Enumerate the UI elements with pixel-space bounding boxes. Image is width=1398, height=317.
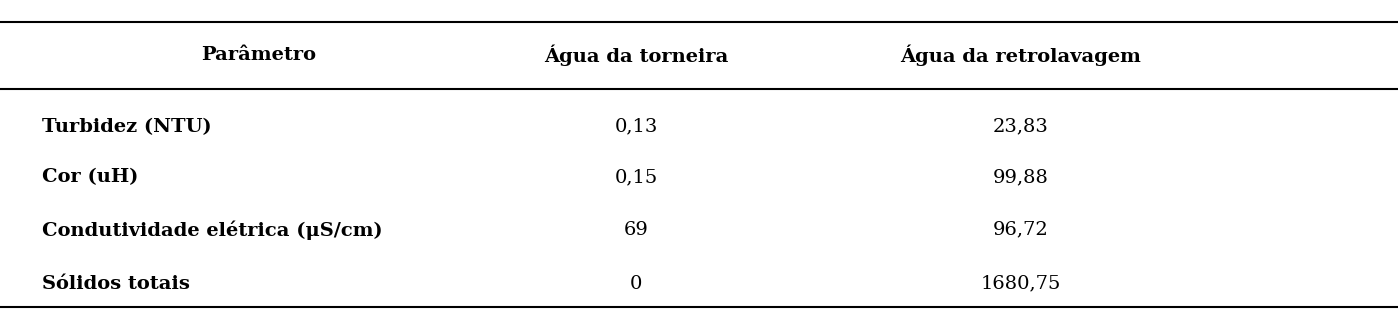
- Text: Cor (uH): Cor (uH): [42, 169, 138, 186]
- Text: Água da torneira: Água da torneira: [544, 45, 728, 66]
- Text: Turbidez (NTU): Turbidez (NTU): [42, 118, 211, 136]
- Text: 69: 69: [624, 221, 649, 239]
- Text: 23,83: 23,83: [993, 118, 1048, 136]
- Text: 0: 0: [630, 275, 642, 293]
- Text: Sólidos totais: Sólidos totais: [42, 275, 190, 293]
- Text: Água da retrolavagem: Água da retrolavagem: [900, 45, 1141, 66]
- Text: 99,88: 99,88: [993, 169, 1048, 186]
- Text: Condutividade elétrica (μS/cm): Condutividade elétrica (μS/cm): [42, 220, 383, 240]
- Text: 0,15: 0,15: [615, 169, 657, 186]
- Text: Parâmetro: Parâmetro: [201, 47, 316, 64]
- Text: 96,72: 96,72: [993, 221, 1048, 239]
- Text: 1680,75: 1680,75: [980, 275, 1061, 293]
- Text: 0,13: 0,13: [614, 118, 658, 136]
